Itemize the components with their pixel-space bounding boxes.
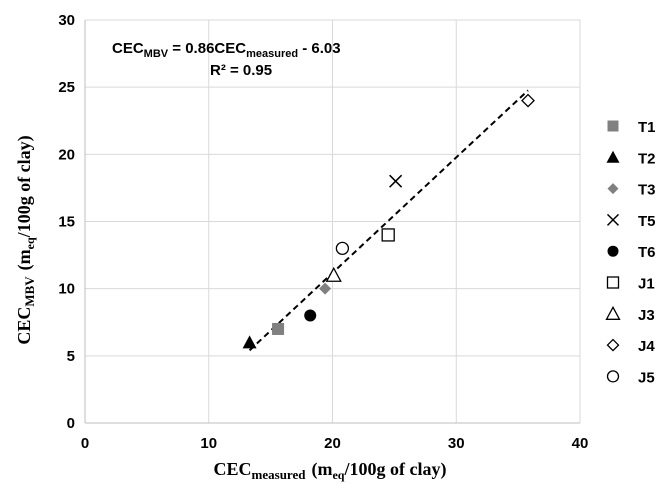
legend-label-t2: T2 bbox=[638, 150, 656, 167]
legend-label-t5: T5 bbox=[638, 213, 656, 230]
y-tick-label: 5 bbox=[67, 348, 75, 365]
legend-marker-j4 bbox=[608, 340, 619, 351]
x-tick-label: 30 bbox=[448, 435, 465, 452]
legend-marker-j3 bbox=[607, 307, 620, 319]
data-point-t3 bbox=[319, 283, 331, 295]
legend-label-j1: J1 bbox=[638, 276, 655, 293]
grid-lines bbox=[85, 20, 580, 423]
y-tick-label: 15 bbox=[58, 214, 75, 231]
legend-label-t3: T3 bbox=[638, 182, 656, 199]
data-point-j1 bbox=[382, 229, 394, 241]
x-tick-label: 0 bbox=[81, 435, 89, 452]
y-tick-label: 25 bbox=[58, 79, 75, 96]
y-axis-title: CECMBV(meq/100g of clay) bbox=[14, 135, 37, 344]
trendline bbox=[250, 90, 528, 350]
legend: T1 T2 T3 T5 T6 J1 J3 J4 J5 bbox=[607, 119, 656, 386]
data-point-t2 bbox=[243, 335, 257, 348]
data-point-j4 bbox=[522, 95, 534, 107]
r-squared-text: R² = 0.95 bbox=[210, 62, 272, 79]
legend-label-j4: J4 bbox=[638, 338, 655, 355]
data-point-j3 bbox=[327, 268, 341, 281]
legend-marker-t6 bbox=[608, 246, 619, 257]
data-point-t5 bbox=[390, 175, 402, 187]
x-tick-label: 20 bbox=[324, 435, 341, 452]
legend-label-t6: T6 bbox=[638, 244, 656, 261]
x-tick-label: 40 bbox=[572, 435, 589, 452]
x-tick-label: 10 bbox=[200, 435, 217, 452]
legend-marker-t1 bbox=[608, 121, 619, 132]
data-point-t6 bbox=[304, 310, 316, 322]
trendline-path bbox=[250, 90, 528, 350]
legend-marker-t3 bbox=[608, 183, 619, 194]
x-axis-title: CECmeasured (meq/100g of clay) bbox=[214, 459, 447, 482]
legend-marker-j5 bbox=[608, 371, 619, 382]
data-point-j5 bbox=[336, 242, 348, 254]
tick-labels: 0 5 10 15 20 25 30 0 10 20 30 40 bbox=[58, 12, 588, 452]
legend-label-j5: J5 bbox=[638, 369, 655, 386]
legend-marker-t2 bbox=[607, 151, 620, 163]
legend-label-t1: T1 bbox=[638, 119, 656, 136]
data-point-t1 bbox=[272, 323, 284, 335]
equation-text: CECMBV = 0.86CECmeasured - 6.03 bbox=[112, 40, 341, 60]
y-tick-label: 30 bbox=[58, 12, 75, 29]
legend-marker-j1 bbox=[608, 277, 619, 288]
y-tick-label: 10 bbox=[58, 281, 75, 298]
y-tick-label: 0 bbox=[67, 415, 75, 432]
legend-label-j3: J3 bbox=[638, 307, 655, 324]
legend-marker-t5 bbox=[608, 214, 619, 225]
y-tick-label: 20 bbox=[58, 146, 75, 163]
